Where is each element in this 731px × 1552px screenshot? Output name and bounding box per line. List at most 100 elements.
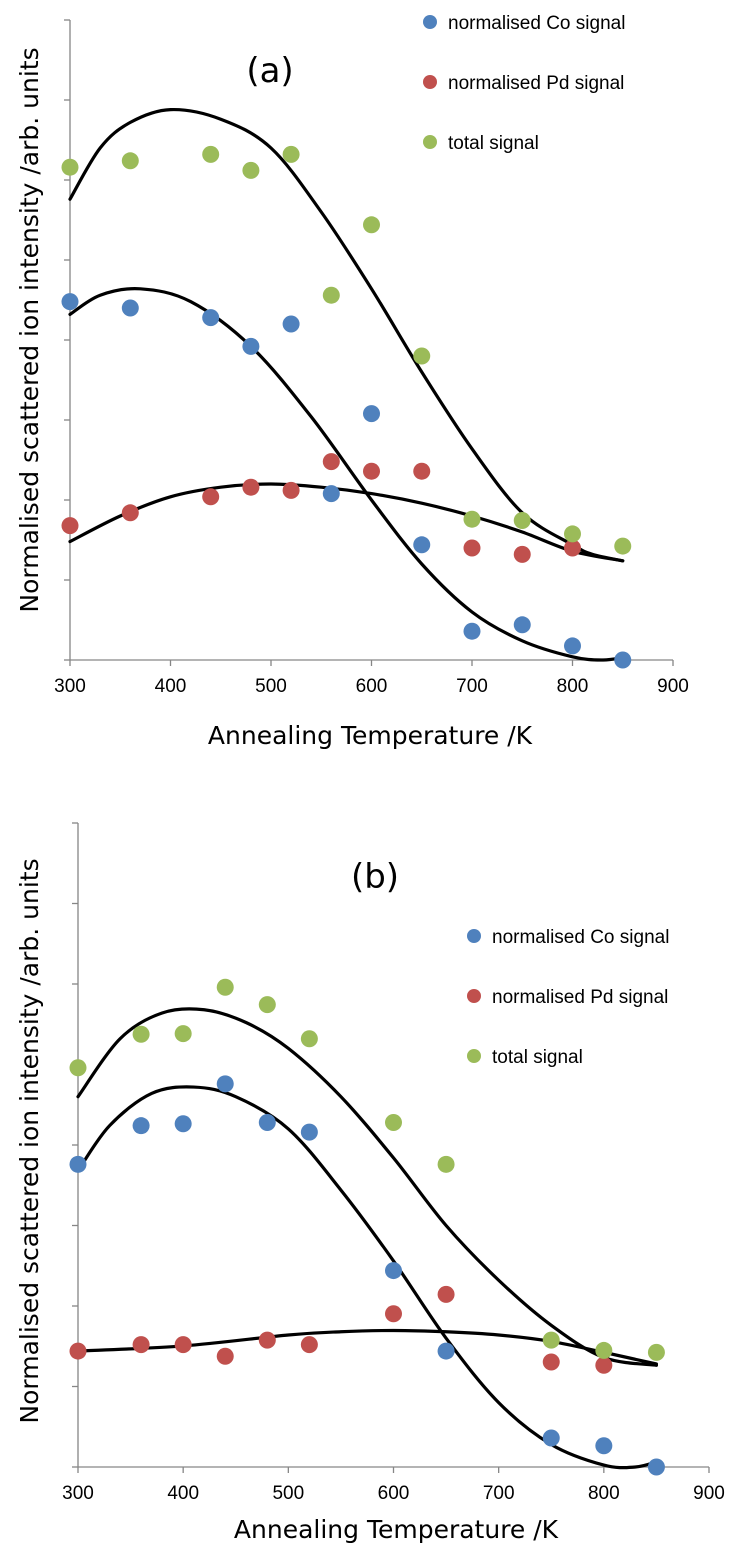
data-point-series-2: [282, 145, 300, 163]
data-point-series-1: [242, 478, 260, 496]
data-point-series-2: [174, 1025, 192, 1043]
data-point-series-1: [542, 1353, 560, 1371]
data-point-series-0: [121, 299, 139, 317]
data-point-series-1: [463, 539, 481, 557]
legend-label: normalised Co signal: [492, 927, 669, 948]
data-point-series-0: [242, 337, 260, 355]
chart-a: (a) Annealing Temperature /K Normalised …: [15, 13, 689, 750]
data-point-series-2: [564, 525, 581, 543]
legend: normalised Co signal normalised Pd signal…: [423, 13, 625, 154]
data-point-series-1: [385, 1305, 402, 1323]
data-point-series-0: [300, 1123, 318, 1141]
data-point-series-1: [513, 545, 531, 563]
data-point-series-1: [202, 488, 220, 506]
data-point-series-0: [614, 651, 632, 669]
x-tick-label: 600: [378, 1483, 410, 1504]
data-point-series-1: [363, 462, 380, 480]
data-point-series-0: [564, 637, 581, 655]
data-point-series-2: [216, 978, 234, 996]
data-point-series-2: [202, 145, 220, 163]
data-point-series-1: [300, 1336, 318, 1354]
legend-label: normalised Pd signal: [448, 73, 624, 94]
data-point-series-0: [174, 1115, 192, 1133]
legend-marker: [423, 15, 437, 29]
x-tick-label: 900: [657, 676, 689, 697]
data-point-series-0: [216, 1075, 234, 1093]
data-point-series-0: [463, 622, 481, 640]
legend-marker: [423, 75, 437, 89]
x-tick-label: 900: [693, 1483, 725, 1504]
data-point-series-1: [595, 1356, 613, 1374]
data-point-series-2: [647, 1343, 665, 1361]
data-point-series-0: [282, 315, 300, 333]
data-point-series-2: [132, 1025, 150, 1043]
x-ticks: 300 400 500 600 700 800 900: [54, 660, 689, 697]
x-tick-label: 400: [155, 676, 187, 697]
data-point-series-1: [121, 504, 139, 522]
panel-title: (a): [246, 51, 293, 91]
legend-label: normalised Co signal: [448, 13, 625, 34]
legend-marker: [423, 135, 437, 149]
data-point-series-2: [61, 158, 79, 176]
data-point-series-1: [437, 1285, 455, 1303]
data-point-series-0: [258, 1113, 276, 1131]
trendline: [76, 1085, 659, 1470]
data-point-series-2: [258, 996, 276, 1014]
data-point-series-0: [385, 1262, 402, 1280]
data-point-series-2: [121, 152, 139, 170]
data-point-series-1: [69, 1342, 87, 1360]
legend-marker: [467, 1049, 481, 1063]
x-tick-label: 700: [483, 1483, 515, 1504]
y-axis-label: Normalised scattered ion intensity /arb.…: [15, 47, 44, 612]
data-point-series-2: [513, 511, 531, 529]
legend-label: total signal: [448, 133, 539, 154]
data-points: [69, 978, 665, 1476]
data-point-series-0: [69, 1155, 87, 1173]
data-point-series-2: [322, 286, 340, 304]
data-point-series-2: [413, 347, 431, 365]
data-point-series-1: [564, 539, 581, 557]
trendline: [68, 107, 625, 563]
data-point-series-2: [242, 161, 260, 179]
x-tick-label: 500: [255, 676, 287, 697]
data-point-series-1: [258, 1331, 276, 1349]
panel-title: (b): [351, 857, 399, 897]
data-point-series-0: [513, 616, 531, 634]
data-point-series-0: [202, 309, 220, 327]
data-point-series-0: [542, 1429, 560, 1447]
data-point-series-2: [69, 1059, 87, 1077]
x-tick-label: 600: [356, 676, 388, 697]
legend-label: total signal: [492, 1047, 583, 1068]
data-point-series-1: [322, 453, 340, 471]
x-axis-label: Annealing Temperature /K: [208, 721, 533, 750]
x-ticks: 300 400 500 600 700 800 900: [62, 1467, 725, 1504]
x-axis-label: Annealing Temperature /K: [234, 1515, 559, 1544]
data-point-series-1: [61, 517, 79, 535]
data-point-series-0: [595, 1437, 613, 1455]
legend-marker: [467, 989, 481, 1003]
data-point-series-2: [542, 1331, 560, 1349]
data-point-series-1: [132, 1336, 150, 1354]
y-ticks: [64, 19, 70, 661]
data-point-series-0: [132, 1117, 150, 1135]
x-tick-label: 300: [54, 676, 86, 697]
trendline: [76, 1328, 659, 1366]
data-point-series-2: [463, 510, 481, 528]
x-tick-label: 800: [557, 676, 589, 697]
data-point-series-2: [437, 1155, 455, 1173]
data-point-series-2: [300, 1030, 318, 1048]
legend-marker: [467, 929, 481, 943]
data-point-series-0: [61, 293, 79, 311]
x-tick-label: 300: [62, 1483, 94, 1504]
data-point-series-0: [413, 536, 431, 554]
data-point-series-1: [174, 1336, 192, 1354]
trendlines: [76, 1007, 659, 1470]
data-point-series-1: [413, 462, 431, 480]
chart-b: (b) Annealing Temperature /K Normalised …: [15, 822, 725, 1544]
data-point-series-2: [595, 1341, 613, 1359]
x-tick-label: 800: [588, 1483, 620, 1504]
legend-label: normalised Pd signal: [492, 987, 668, 1008]
y-ticks: [72, 822, 78, 1468]
data-point-series-0: [363, 405, 380, 423]
x-tick-label: 500: [272, 1483, 304, 1504]
